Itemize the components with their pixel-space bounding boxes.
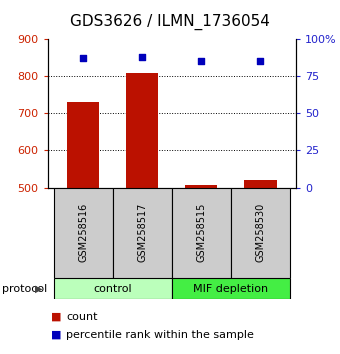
Point	[258, 58, 263, 64]
Text: GSM258517: GSM258517	[137, 203, 147, 262]
Text: control: control	[93, 284, 132, 293]
Bar	[126, 73, 158, 188]
Point	[199, 58, 204, 64]
Text: MIF depletion: MIF depletion	[193, 284, 268, 293]
Point	[80, 56, 86, 61]
Bar	[231, 188, 290, 278]
Text: ■: ■	[51, 330, 62, 339]
Point	[139, 54, 145, 59]
Bar	[113, 188, 172, 278]
Bar	[53, 188, 113, 278]
Bar	[185, 185, 218, 188]
Bar	[244, 180, 277, 188]
Text: GDS3626 / ILMN_1736054: GDS3626 / ILMN_1736054	[70, 14, 270, 30]
Bar	[172, 188, 231, 278]
Text: count: count	[66, 312, 98, 322]
Text: GSM258515: GSM258515	[196, 203, 206, 262]
Text: ▶: ▶	[35, 284, 43, 293]
Bar	[53, 278, 172, 299]
Bar	[67, 102, 99, 188]
Text: ■: ■	[51, 312, 62, 322]
Text: GSM258530: GSM258530	[255, 203, 265, 262]
Bar	[172, 278, 290, 299]
Text: percentile rank within the sample: percentile rank within the sample	[66, 330, 254, 339]
Text: protocol: protocol	[2, 284, 47, 293]
Text: GSM258516: GSM258516	[78, 203, 88, 262]
